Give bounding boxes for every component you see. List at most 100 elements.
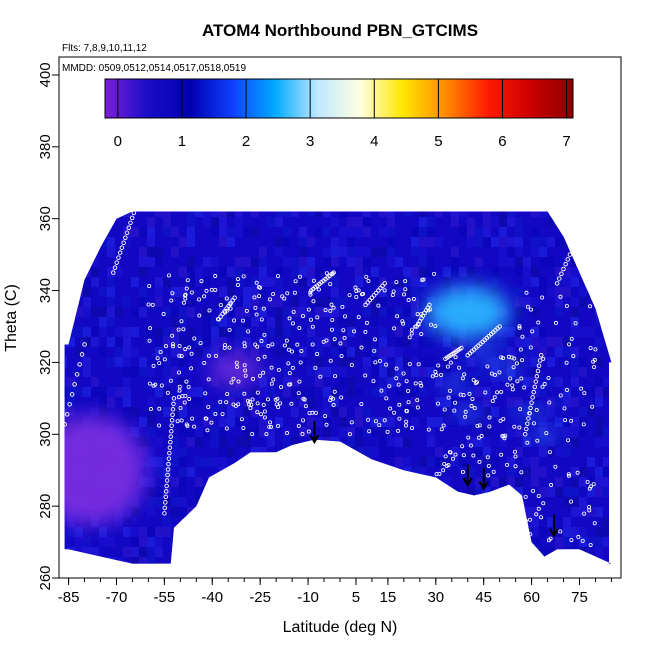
heatmap-cell	[483, 547, 491, 557]
heatmap-cell	[235, 267, 243, 277]
sample-point	[419, 383, 424, 388]
sample-point	[330, 327, 335, 332]
heatmap-cell	[491, 267, 499, 277]
heatmap-cell	[203, 417, 211, 427]
sample-point	[126, 225, 132, 231]
heatmap-cell	[179, 267, 187, 277]
heatmap-cell	[547, 217, 555, 227]
heatmap-cell	[163, 327, 171, 337]
heatmap-cell	[403, 287, 411, 297]
sample-point	[429, 322, 434, 327]
sample-point	[271, 377, 276, 382]
heatmap-cell	[323, 227, 331, 237]
heatmap-cell	[395, 457, 403, 467]
heatmap-cell	[323, 297, 331, 307]
sample-point	[546, 375, 551, 380]
heatmap-cell	[563, 527, 571, 537]
heatmap-cell	[467, 377, 475, 387]
heatmap-cell	[107, 537, 115, 547]
heatmap-cell	[523, 257, 531, 267]
heatmap-cell	[355, 387, 363, 397]
sample-point	[166, 456, 172, 461]
heatmap-cell	[243, 457, 251, 467]
sample-point	[116, 255, 121, 260]
heatmap-cell	[427, 567, 435, 577]
sample-point	[270, 342, 275, 347]
sample-point	[519, 376, 524, 381]
heatmap-cell	[611, 347, 612, 357]
sample-point	[364, 274, 369, 279]
heatmap-cell	[307, 417, 315, 427]
heatmap-cell	[339, 567, 347, 577]
heatmap-cell	[99, 557, 107, 564]
sample-point	[255, 410, 260, 415]
sample-point	[541, 356, 546, 361]
heatmap-cell	[363, 497, 371, 507]
heatmap-cell	[507, 457, 515, 467]
heatmap-cell	[411, 397, 419, 407]
heatmap-cell	[435, 537, 443, 547]
heatmap-cell	[131, 547, 139, 557]
heatmap-cell	[291, 517, 299, 527]
heatmap-cell	[619, 227, 627, 237]
heatmap-cell	[283, 537, 291, 547]
sample-point	[528, 345, 533, 350]
heatmap-cell	[347, 217, 355, 227]
sample-point	[495, 390, 500, 395]
heatmap-cell	[83, 357, 91, 367]
heatmap-cell	[515, 297, 523, 307]
heatmap-cell	[547, 567, 555, 577]
heatmap-cell	[147, 407, 155, 417]
heatmap-cell	[619, 337, 627, 347]
heatmap-cell	[99, 537, 107, 547]
heatmap-cell	[611, 367, 612, 377]
heatmap-cell	[139, 447, 147, 457]
heatmap-cell	[515, 217, 523, 227]
heatmap-cell	[491, 407, 499, 417]
heatmap-cell	[291, 347, 299, 357]
heatmap-cell	[347, 377, 355, 387]
sample-point	[445, 364, 450, 369]
heatmap-cell	[451, 347, 459, 357]
sample-point	[363, 373, 368, 378]
heatmap-cell	[99, 347, 107, 357]
heatmap-cell	[443, 267, 451, 277]
heatmap-cell	[123, 377, 131, 387]
heatmap-cell	[427, 427, 435, 437]
heatmap-cell	[555, 547, 563, 557]
heatmap-cell	[515, 287, 523, 297]
sample-point	[282, 343, 287, 348]
heatmap-cell	[251, 211, 259, 217]
heatmap-cell	[219, 547, 227, 557]
heatmap-cell	[539, 277, 547, 287]
heatmap-cell	[355, 437, 363, 447]
sample-point	[235, 283, 240, 288]
heatmap-cell	[211, 567, 219, 577]
heatmap-cell	[299, 497, 307, 507]
heatmap-cell	[483, 237, 491, 247]
heatmap-cell	[171, 337, 179, 347]
heatmap-cell	[363, 447, 371, 457]
sample-point	[269, 424, 274, 429]
heatmap-cell	[83, 547, 91, 557]
sample-point	[526, 416, 531, 421]
heatmap-cell	[187, 197, 195, 207]
heatmap-cell	[411, 357, 419, 367]
heatmap-cell	[363, 367, 371, 377]
sample-point	[442, 461, 447, 466]
heatmap-cell	[371, 537, 379, 547]
heatmap-cell	[275, 287, 283, 297]
heatmap-cell	[211, 347, 219, 357]
heatmap-cell	[475, 447, 483, 457]
x-axis-label: Latitude (deg N)	[283, 619, 398, 636]
heatmap-cell	[427, 437, 435, 447]
sample-point	[241, 274, 246, 279]
heatmap-cell	[523, 467, 531, 477]
heatmap-cell	[155, 487, 163, 497]
colorbar-tick-label: 0	[114, 133, 122, 150]
y-tick-label: 300	[37, 422, 54, 447]
heatmap-cell	[595, 197, 603, 207]
sample-point	[453, 355, 458, 360]
heatmap-cell	[259, 377, 267, 387]
heatmap-cell	[403, 477, 411, 487]
